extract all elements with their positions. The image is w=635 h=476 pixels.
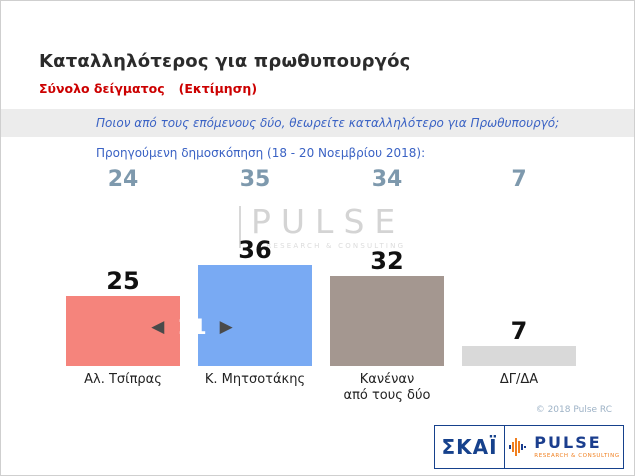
- pulse-logo: PULSE RESEARCH & CONSULTING: [505, 426, 623, 468]
- pulse-watermark: PULSE RESEARCH & CONSULTING: [239, 202, 406, 251]
- difference-annotation: ◀ 11 ▶: [131, 313, 253, 341]
- bar-value-tsipras: 25: [106, 266, 140, 295]
- subtitle: Σύνολο δείγματος (Εκτίμηση): [39, 81, 257, 96]
- previous-poll-values: 24 35 34 7: [57, 167, 585, 192]
- category-label-tsipras: Αλ. Τσίπρας: [84, 372, 162, 387]
- watermark-text: PULSE: [251, 202, 406, 241]
- previous-value-mitsotakis: 35: [239, 167, 271, 192]
- bar-neither: [330, 276, 444, 366]
- right-arrow-icon: ▶: [219, 316, 233, 337]
- pulse-logo-text: PULSE RESEARCH & CONSULTING: [534, 433, 620, 460]
- previous-value-dkda: 7: [511, 167, 527, 192]
- category-label-mitsotakis: Κ. Μητσοτάκης: [204, 372, 306, 387]
- category-labels: Αλ. Τσίπρας Κ. Μητσοτάκης Κανέναν από το…: [57, 372, 585, 405]
- bar-value-neither: 32: [370, 246, 404, 275]
- previous-value-neither: 34: [371, 167, 403, 192]
- footer-logos: ΣΚΑΪ PULSE RESEARCH & CONSULTING: [434, 425, 624, 469]
- pulse-logo-subtitle: RESEARCH & CONSULTING: [534, 453, 620, 459]
- previous-value-tsipras: 24: [107, 167, 139, 192]
- page-title: Καταλληλότερος για πρωθυπουργός: [39, 51, 411, 72]
- subtitle-estimate-note: (Εκτίμηση): [178, 81, 258, 96]
- difference-value: 11: [177, 314, 207, 339]
- category-label-dkda: ΔΓ/ΔΑ: [499, 372, 539, 387]
- category-label-neither: Κανέναν από τους δύο: [343, 372, 431, 404]
- bar-mitsotakis: [198, 265, 312, 366]
- bar-chart: 25 36 32 7: [57, 201, 585, 366]
- skai-logo: ΣΚΑΪ: [435, 426, 505, 468]
- bar-column-dkda: 7: [453, 201, 585, 366]
- bar-value-dkda: 7: [510, 316, 528, 345]
- question-text: Ποιον από τους επόμενους δύο, θεωρείτε κ…: [96, 116, 560, 130]
- watermark-pulse-line-icon: [239, 206, 241, 248]
- bar-value-mitsotakis: 36: [238, 235, 272, 264]
- pulse-logo-name: PULSE: [534, 433, 602, 452]
- previous-poll-label: Προηγούμενη δημοσκόπηση (18 - 20 Νοεμβρί…: [96, 146, 426, 160]
- bar-dkda: [462, 346, 576, 366]
- copyright-text: © 2018 Pulse RC: [535, 405, 612, 415]
- left-arrow-icon: ◀: [151, 316, 165, 337]
- pulse-waveform-icon: [509, 438, 527, 456]
- watermark-subtext: RESEARCH & CONSULTING: [266, 242, 406, 251]
- subtitle-sample-label: Σύνολο δείγματος: [39, 81, 165, 96]
- bar-tsipras: [66, 296, 180, 366]
- bar-column-tsipras: 25: [57, 201, 189, 366]
- question-band: Ποιον από τους επόμενους δύο, θεωρείτε κ…: [1, 109, 634, 137]
- bar-column-neither: 32: [321, 201, 453, 366]
- bar-column-mitsotakis: 36: [189, 201, 321, 366]
